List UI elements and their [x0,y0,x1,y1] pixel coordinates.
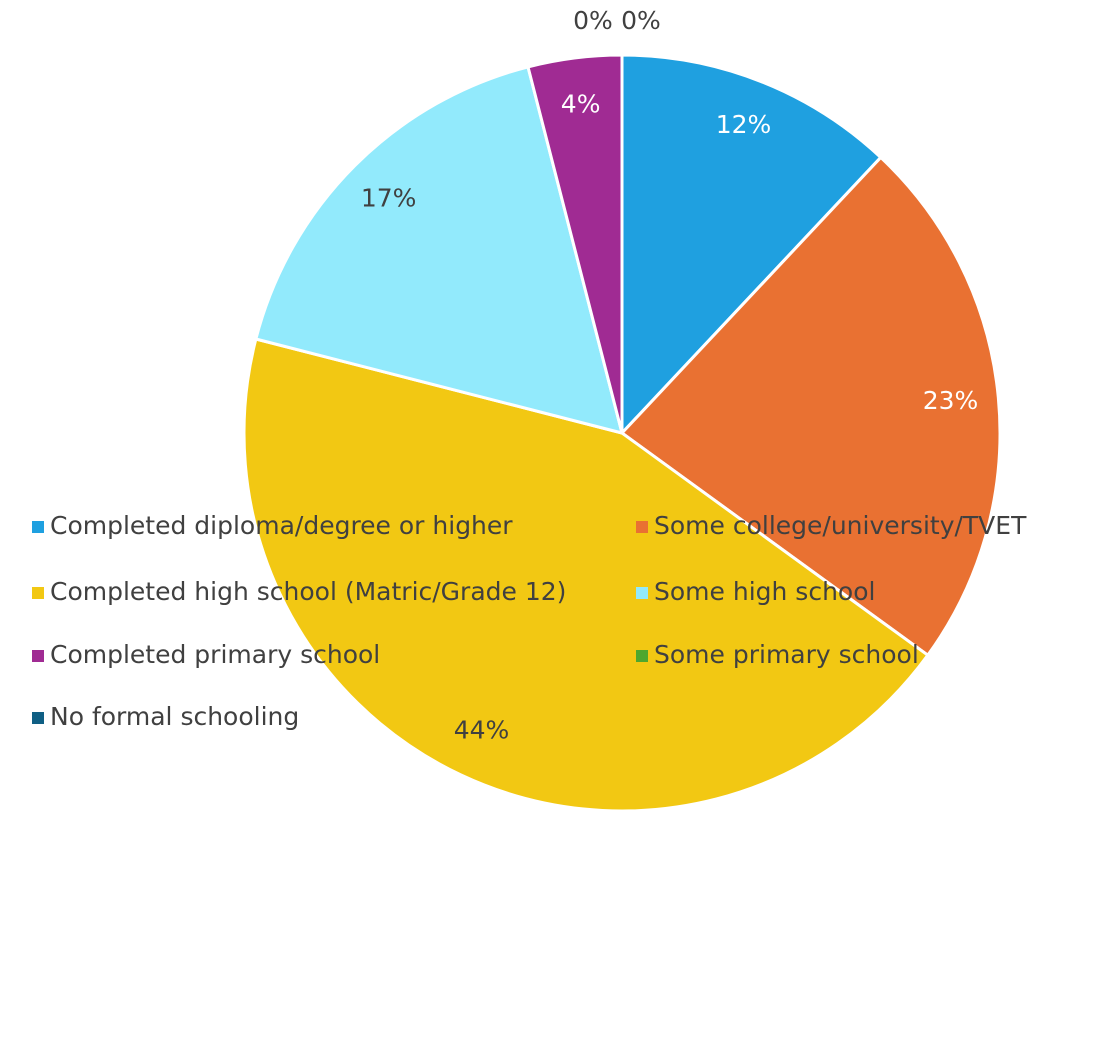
legend-label: No formal schooling [50,702,299,731]
data-label: 0% [621,6,661,35]
pie-slice [620,155,1002,657]
data-label: 17% [361,184,417,213]
data-label: 23% [923,386,979,415]
legend-label: Some college/university/TVET [654,511,1027,540]
legend-swatch [32,712,44,724]
legend-swatch [32,650,44,662]
data-label: 44% [454,716,510,745]
legend-swatch [32,521,44,533]
legend-label: Some high school [654,577,875,606]
pie-slice [254,65,624,435]
legend-label: Completed primary school [50,640,380,669]
legend-swatch [636,521,648,533]
pie-slice [620,53,883,435]
legend-swatch [32,587,44,599]
pie-slice [242,337,930,813]
legend-swatch [636,587,648,599]
legend-label: Some primary school [654,640,919,669]
legend-label: Completed high school (Matric/Grade 12) [50,577,566,606]
data-label: 4% [561,90,601,119]
data-label: 0% [573,6,613,35]
legend-swatch [636,650,648,662]
legend-label: Completed diploma/degree or higher [50,511,513,540]
data-label: 12% [716,110,772,139]
